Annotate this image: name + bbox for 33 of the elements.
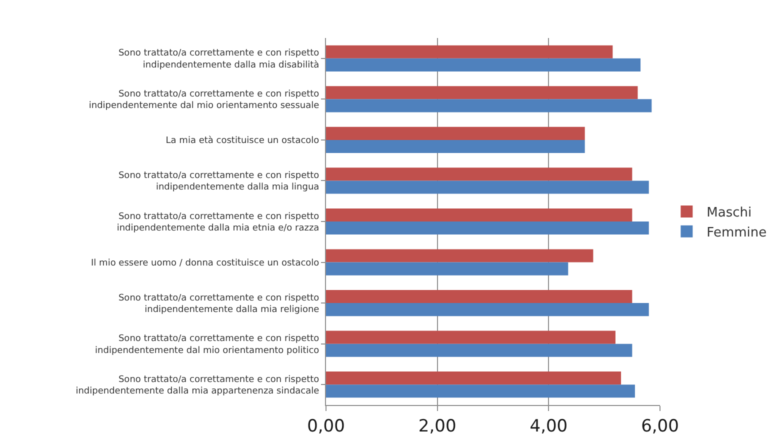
bar (326, 140, 585, 153)
bar (326, 222, 649, 235)
y-tick-label: Sono trattato/a correttamente e con rispetto indipendentemente dalla mia disabilità (118, 48, 320, 70)
y-tick-label: Sono trattato/a correttamente e con rispetto indipendentemente dalla mia etnia e/o razza (116, 212, 320, 234)
bar (326, 180, 649, 194)
y-tick-label: Sono trattato/a correttamente e con rispetto indipendentemente dal mio orientamento politico (95, 334, 320, 356)
y-tick-label: Sono trattato/a correttamente e con rispetto indipendentemente dalla mia appartenenza sindacale (76, 374, 320, 397)
x-tick-label: 2,00 (418, 416, 456, 436)
y-tick-label: Il mio essere uomo / donna costituisce un ostacolo (91, 258, 320, 268)
x-tick-label: 4,00 (530, 416, 568, 436)
bar (326, 262, 568, 276)
bar (326, 208, 632, 222)
bar (326, 344, 632, 357)
y-tick-label: La mia età costituisce un ostacolo (166, 135, 320, 146)
bar (326, 86, 638, 100)
legend-label: Maschi (706, 206, 752, 221)
bar (326, 58, 641, 72)
bar (326, 126, 585, 140)
bar (326, 99, 652, 112)
bar (326, 384, 635, 398)
bar (326, 330, 616, 344)
x-tick-label: 0,00 (307, 416, 345, 436)
x-tick-label: 6,00 (641, 416, 679, 436)
bar (326, 372, 622, 385)
bar (326, 303, 649, 316)
bar (326, 168, 632, 181)
bar (326, 290, 632, 304)
y-tick-label: Sono trattato/a correttamente e con rispetto indipendentemente dalla mia lingua (118, 171, 320, 193)
bar (326, 249, 594, 262)
y-tick-label: Sono trattato/a correttamente e con rispetto indipendentemente dal mio orientamento sessuale (88, 89, 320, 112)
y-tick-label: Sono trattato/a correttamente e con rispetto indipendentemente dalla mia religione (118, 293, 320, 316)
legend-label: Femmine (706, 225, 767, 240)
bar (326, 45, 613, 58)
